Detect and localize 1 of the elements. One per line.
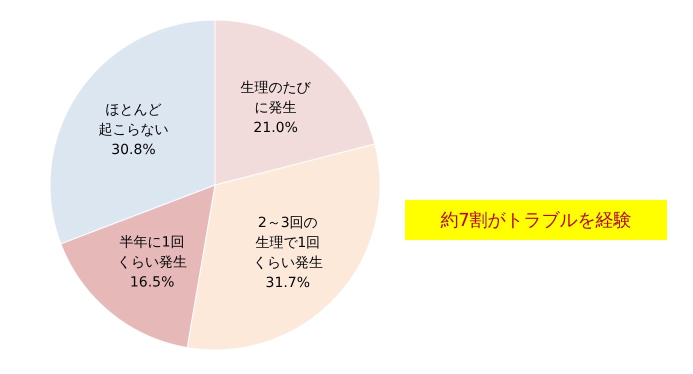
annotation: 約7割がトラブルを経験	[405, 200, 667, 240]
